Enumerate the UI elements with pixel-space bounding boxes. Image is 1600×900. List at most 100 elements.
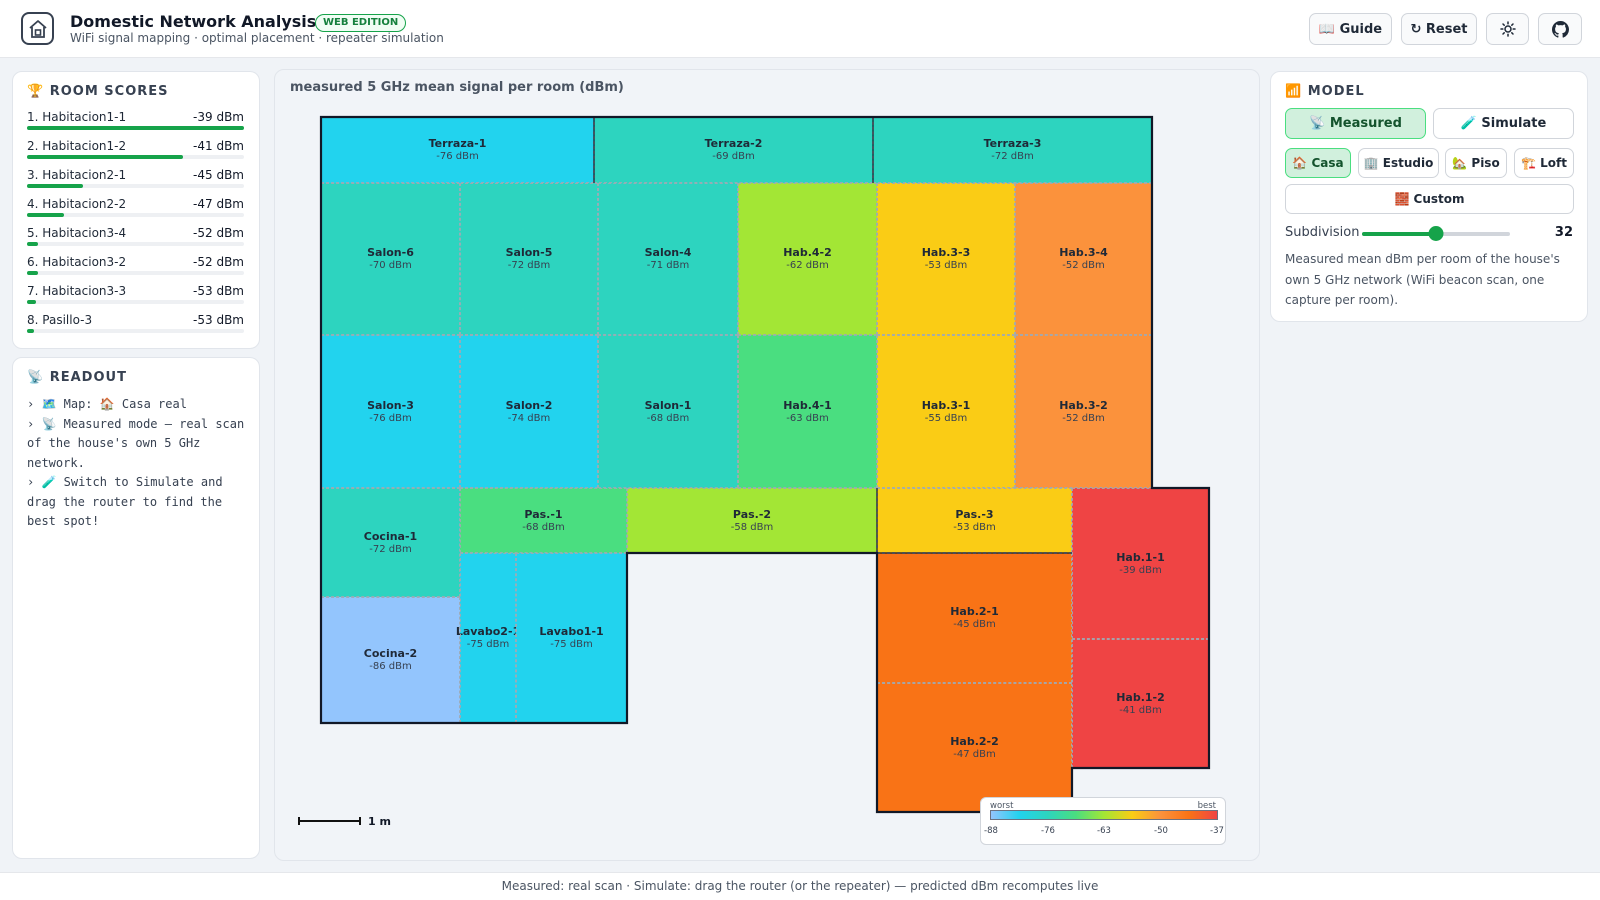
room-cell[interactable]: Hab.1-2 -41 dBm bbox=[1072, 639, 1209, 768]
scale-bar bbox=[298, 817, 361, 825]
room-name: Salon-1 bbox=[644, 398, 692, 412]
score-row: 8. Pasillo-3 -53 dBm bbox=[27, 313, 244, 339]
room-cell[interactable]: Pas.-2 -58 dBm bbox=[627, 488, 877, 553]
room-signal-value: -70 dBm bbox=[369, 260, 412, 271]
score-row: 5. Habitacion3-4 -52 dBm bbox=[27, 226, 244, 252]
room-name: Hab.2-2 bbox=[950, 734, 999, 748]
map-casa-button[interactable]: 🏠 Casa bbox=[1285, 148, 1351, 178]
room-scores-title: 🏆 ROOM SCORES bbox=[27, 84, 169, 99]
github-button[interactable] bbox=[1538, 13, 1582, 45]
room-cell[interactable]: Terraza-2 -69 dBm bbox=[594, 117, 873, 183]
room-name: Hab.4-2 bbox=[783, 246, 832, 259]
room-name: Hab.4-1 bbox=[783, 398, 832, 412]
measured-mode-button[interactable]: 📡 Measured bbox=[1285, 108, 1426, 139]
room-cell[interactable]: Salon-4 -71 dBm bbox=[598, 183, 738, 335]
room-name: Salon-2 bbox=[505, 398, 553, 412]
score-room-name: 8. Pasillo-3 bbox=[27, 313, 93, 327]
room-cell[interactable]: Cocina-2 -86 dBm bbox=[321, 597, 460, 723]
room-name: Terraza-2 bbox=[704, 137, 763, 150]
app-subtitle: WiFi signal mapping · optimal placement … bbox=[70, 31, 444, 45]
room-signal-value: -55 dBm bbox=[924, 412, 968, 424]
room-name: Hab.3-3 bbox=[921, 246, 971, 259]
subdivision-slider-thumb[interactable] bbox=[1428, 226, 1444, 241]
room-signal-value: -45 dBm bbox=[953, 619, 996, 630]
map-estudio-button[interactable]: 🏢 Estudio bbox=[1358, 148, 1439, 178]
guide-button[interactable]: 📖 Guide bbox=[1309, 13, 1392, 45]
room-name: Pas.-1 bbox=[524, 507, 563, 521]
score-room-name: 7. Habitacion3-3 bbox=[27, 284, 127, 298]
room-signal-value: -86 dBm bbox=[369, 661, 412, 672]
room-cell[interactable]: Salon-2 -74 dBm bbox=[460, 335, 598, 488]
room-cell[interactable]: Salon-3 -76 dBm bbox=[321, 335, 460, 488]
room-cell[interactable]: Pas.-1 -68 dBm bbox=[460, 488, 627, 553]
room-cell[interactable]: Hab.3-4 -52 dBm bbox=[1015, 183, 1152, 335]
score-room-value: -41 dBm bbox=[193, 139, 244, 153]
score-room-value: -52 dBm bbox=[193, 255, 244, 269]
score-bar-fill bbox=[27, 213, 64, 217]
score-bar-track bbox=[27, 329, 244, 333]
model-panel: 📶 MODEL 📡 Measured 🧪 Simulate 🏠 Casa 🏢 E… bbox=[1270, 71, 1588, 322]
score-bar-fill bbox=[27, 271, 38, 275]
score-room-value: -53 dBm bbox=[193, 313, 244, 327]
signal-legend: worst best -88 -76 -63 -50 -37 bbox=[980, 797, 1226, 845]
room-name: Salon-3 bbox=[367, 398, 414, 412]
score-bar-track bbox=[27, 300, 244, 304]
room-cell[interactable]: Salon-5 -72 dBm bbox=[460, 183, 598, 335]
map-caption: measured 5 GHz mean signal per room (dBm… bbox=[290, 80, 624, 95]
app-header: Domestic Network Analysis WEB EDITION Wi… bbox=[0, 0, 1600, 58]
map-piso-button[interactable]: 🏡 Piso bbox=[1445, 148, 1507, 178]
score-room-name: 6. Habitacion3-2 bbox=[27, 255, 127, 269]
room-signal-value: -58 dBm bbox=[730, 521, 774, 533]
score-row: 4. Habitacion2-2 -47 dBm bbox=[27, 197, 244, 223]
room-signal-value: -63 dBm bbox=[786, 412, 829, 424]
room-cell[interactable]: Lavabo1-1 -75 dBm bbox=[516, 553, 627, 723]
room-signal-value: -76 dBm bbox=[369, 412, 412, 424]
score-room-value: -39 dBm bbox=[193, 110, 244, 124]
room-cell[interactable]: Terraza-3 -72 dBm bbox=[873, 117, 1152, 183]
score-bar-fill bbox=[27, 329, 34, 333]
room-name: Salon-5 bbox=[505, 246, 553, 259]
simulate-mode-button[interactable]: 🧪 Simulate bbox=[1433, 108, 1574, 139]
room-cell[interactable]: Terraza-1 -76 dBm bbox=[321, 117, 594, 183]
legend-gradient bbox=[990, 810, 1218, 820]
room-cell[interactable]: Hab.3-1 -55 dBm bbox=[877, 335, 1015, 488]
room-cell[interactable]: Hab.4-1 -63 dBm bbox=[738, 335, 877, 488]
room-signal-value: -53 dBm bbox=[953, 521, 996, 533]
model-description: Measured mean dBm per room of the house'… bbox=[1285, 252, 1560, 307]
score-bar-track bbox=[27, 242, 244, 246]
score-bar-track bbox=[27, 184, 244, 188]
room-cell[interactable]: Salon-1 -68 dBm bbox=[598, 335, 738, 488]
subdivision-slider[interactable] bbox=[1362, 226, 1510, 241]
room-name: Hab.3-4 bbox=[1059, 246, 1108, 259]
room-name: Lavabo2-1 bbox=[455, 625, 521, 638]
footer-hint: Measured: real scan · Simulate: drag the… bbox=[0, 872, 1600, 900]
map-loft-button[interactable]: 🏗️ Loft bbox=[1514, 148, 1574, 178]
readout-line: › 📡 Measured mode — real scan of the hou… bbox=[27, 416, 245, 470]
room-name: Terraza-1 bbox=[428, 137, 487, 150]
theme-toggle-button[interactable] bbox=[1486, 13, 1529, 45]
room-cell[interactable]: Cocina-1 -72 dBm bbox=[321, 488, 460, 597]
room-cell[interactable]: Lavabo2-1 -75 dBm bbox=[456, 553, 520, 723]
room-cell[interactable]: Salon-6 -70 dBm bbox=[321, 183, 460, 335]
room-cell[interactable]: Hab.2-2 -47 dBm bbox=[877, 683, 1072, 812]
room-signal-value: -52 dBm bbox=[1062, 260, 1105, 271]
house-icon[interactable] bbox=[21, 12, 54, 45]
room-cell[interactable]: Hab.3-2 -52 dBm bbox=[1015, 335, 1152, 488]
room-cell[interactable]: Hab.2-1 -45 dBm bbox=[877, 553, 1072, 683]
room-cell[interactable]: Hab.4-2 -62 dBm bbox=[738, 183, 877, 335]
room-cell[interactable]: Hab.3-3 -53 dBm bbox=[877, 183, 1015, 335]
score-room-name: 3. Habitacion2-1 bbox=[27, 168, 127, 182]
room-cell[interactable]: Pas.-3 -53 dBm bbox=[877, 488, 1072, 553]
score-bar-track bbox=[27, 126, 244, 130]
score-row: 7. Habitacion3-3 -53 dBm bbox=[27, 284, 244, 310]
room-signal-value: -76 dBm bbox=[436, 151, 479, 162]
map-custom-button[interactable]: 🧱 Custom bbox=[1285, 184, 1574, 214]
score-bar-track bbox=[27, 213, 244, 217]
scale-label: 1 m bbox=[368, 815, 391, 828]
room-signal-value: -68 dBm bbox=[646, 412, 690, 424]
reset-button[interactable]: ↻ Reset bbox=[1401, 13, 1477, 45]
room-scores-panel: 🏆 ROOM SCORES 1. Habitacion1-1 -39 dBm 2. … bbox=[12, 71, 260, 349]
room-signal-value: -72 dBm bbox=[507, 260, 551, 271]
room-cell[interactable]: Hab.1-1 -39 dBm bbox=[1072, 488, 1209, 639]
room-signal-value: -47 dBm bbox=[953, 748, 996, 760]
